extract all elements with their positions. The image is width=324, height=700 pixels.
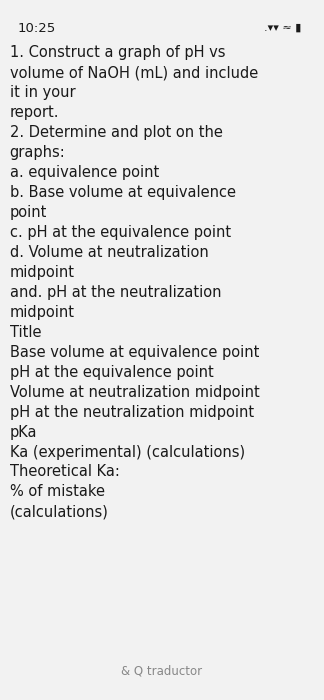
Text: (calculations): (calculations) [10,504,109,519]
Text: pKa: pKa [10,424,37,440]
Text: graphs:: graphs: [10,146,65,160]
Text: pH at the equivalence point: pH at the equivalence point [10,365,214,379]
Text: c. pH at the equivalence point: c. pH at the equivalence point [10,225,231,240]
Text: Theoretical Ka:: Theoretical Ka: [10,465,120,480]
Text: 2. Determine and plot on the: 2. Determine and plot on the [10,125,223,140]
Text: 1. Construct a graph of pH vs: 1. Construct a graph of pH vs [10,46,225,60]
Text: Volume at neutralization midpoint: Volume at neutralization midpoint [10,385,260,400]
Text: it in your: it in your [10,85,75,100]
Text: & Q traductor: & Q traductor [122,665,202,678]
Text: Title: Title [10,325,41,340]
Text: pH at the neutralization midpoint: pH at the neutralization midpoint [10,405,254,419]
Text: Ka (experimental) (calculations): Ka (experimental) (calculations) [10,444,245,459]
Text: volume of NaOH (mL) and include: volume of NaOH (mL) and include [10,65,258,80]
Text: .▾▾ ≈ ▮: .▾▾ ≈ ▮ [264,22,301,32]
Text: Base volume at equivalence point: Base volume at equivalence point [10,344,259,360]
Text: b. Base volume at equivalence: b. Base volume at equivalence [10,185,236,200]
Text: midpoint: midpoint [10,305,75,320]
Text: a. equivalence point: a. equivalence point [10,165,159,180]
Text: % of mistake: % of mistake [10,484,105,499]
Text: and. pH at the neutralization: and. pH at the neutralization [10,285,221,300]
Text: midpoint: midpoint [10,265,75,280]
Text: d. Volume at neutralization: d. Volume at neutralization [10,245,208,260]
Text: 10:25: 10:25 [18,22,56,36]
Text: point: point [10,205,47,220]
Text: report.: report. [10,106,59,120]
